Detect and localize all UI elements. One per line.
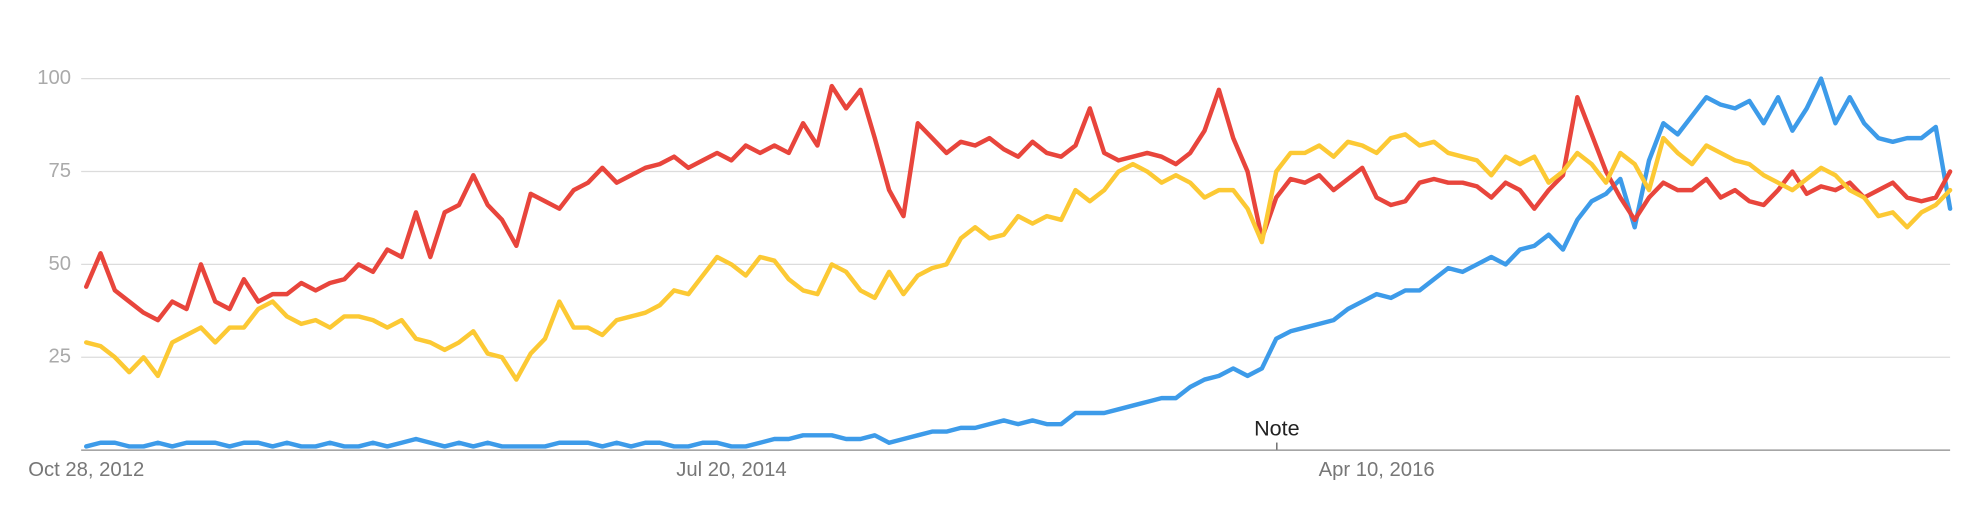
series-line [84, 76, 1953, 449]
y-tick-label: 25 [48, 346, 71, 368]
y-tick-label: 50 [48, 253, 71, 275]
x-tick-label: Oct 28, 2012 [28, 459, 144, 481]
x-tick-label: Jul 20, 2014 [676, 459, 786, 481]
annotation: Note [1254, 416, 1300, 441]
y-tick-label: 75 [48, 160, 71, 182]
y-tick-label: 100 [37, 67, 71, 89]
series-line [84, 132, 1953, 382]
x-tick-label: Apr 10, 2016 [1319, 459, 1435, 481]
series-line [84, 83, 1953, 323]
